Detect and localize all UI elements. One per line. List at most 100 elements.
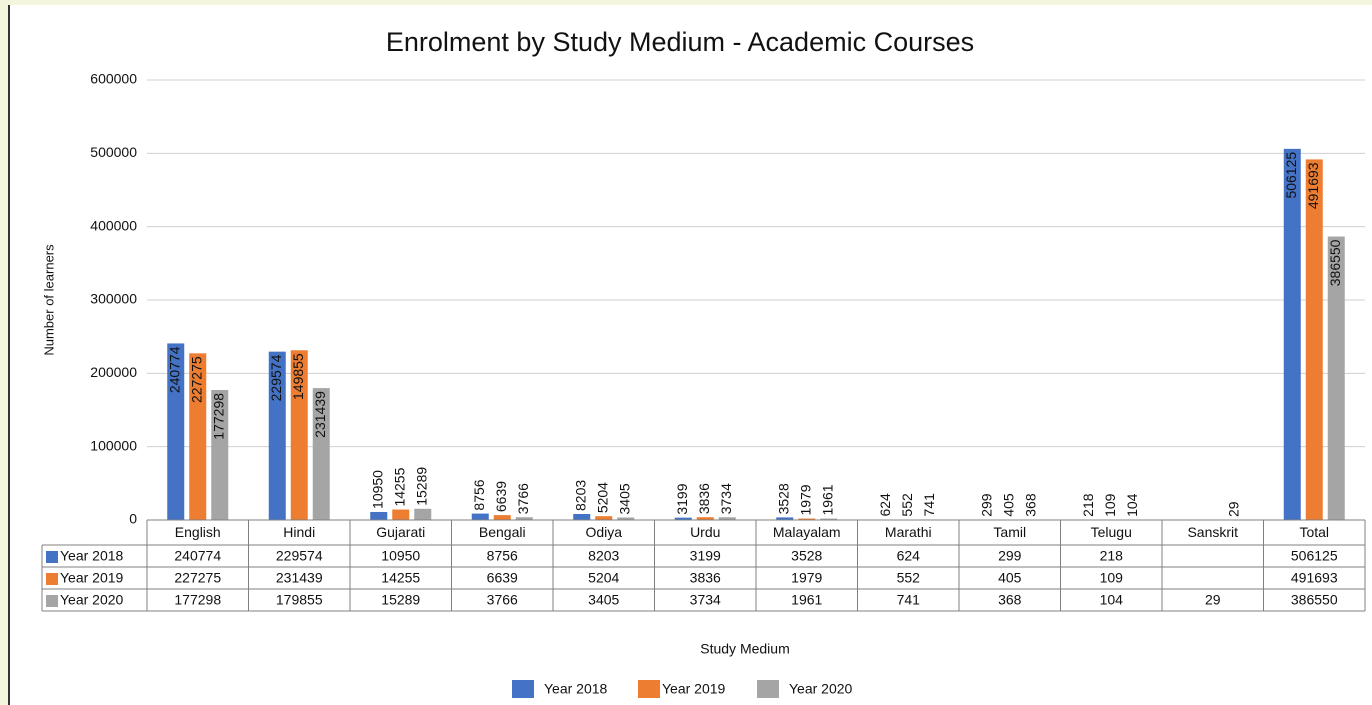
data-label: 3734: [718, 483, 734, 514]
table-cell: 231439: [276, 570, 323, 586]
bar: [312, 388, 330, 520]
table-cell: 229574: [276, 548, 323, 564]
data-label: 624: [877, 493, 893, 517]
data-label: 109: [1102, 493, 1118, 517]
table-cell: 3734: [690, 592, 721, 608]
bar: [414, 508, 432, 520]
table-cell: 506125: [1291, 548, 1338, 564]
legend-key: [638, 680, 660, 698]
table-cell: 8203: [588, 548, 619, 564]
data-label: 15289: [413, 467, 429, 506]
table-cell: 3405: [588, 592, 619, 608]
bar: [1305, 159, 1323, 520]
x-tick-label: Hindi: [283, 524, 315, 540]
data-label: 14255: [391, 467, 407, 506]
data-label: 386550: [1327, 239, 1343, 286]
x-tick-label: English: [175, 524, 221, 540]
table-cell: 15289: [381, 592, 420, 608]
table-legend-key: [46, 573, 58, 585]
legend-label: Year 2019: [662, 681, 726, 697]
y-tick-label: 100000: [90, 437, 137, 453]
data-label: 104: [1124, 493, 1140, 517]
x-axis-title: Study Medium: [700, 641, 789, 657]
table-legend-key: [46, 595, 58, 607]
data-label: 3766: [515, 483, 531, 514]
bar: [493, 515, 511, 520]
table-cell: 10950: [381, 548, 420, 564]
data-label: 227275: [188, 356, 204, 403]
x-tick-label: Gujarati: [376, 524, 425, 540]
bar: [718, 517, 736, 520]
bar: [211, 389, 229, 520]
table-cell: 3766: [487, 592, 518, 608]
table-cell: 3836: [690, 570, 721, 586]
x-tick-label: Telugu: [1091, 524, 1132, 540]
data-label: 8203: [572, 480, 588, 511]
bar: [820, 518, 838, 520]
data-label: 240774: [166, 346, 182, 393]
y-axis-title: Number of learners: [41, 244, 56, 356]
bar: [290, 350, 308, 520]
legend-key: [512, 680, 534, 698]
bar: [1327, 236, 1345, 520]
data-label: 506125: [1283, 152, 1299, 199]
table-cell: 177298: [174, 592, 221, 608]
table-cell: 3199: [690, 548, 721, 564]
bar: [1283, 148, 1301, 520]
table-row-label: Year 2019: [60, 570, 124, 586]
table-cell: 29: [1205, 592, 1221, 608]
y-tick-label: 200000: [90, 364, 137, 380]
chart-panel: [9, 5, 1372, 705]
data-label: 29: [1225, 501, 1241, 517]
table-row-label: Year 2020: [60, 592, 124, 608]
data-label: 405: [1000, 493, 1016, 517]
bar: [617, 517, 635, 520]
data-label: 177298: [210, 393, 226, 440]
bar: [515, 517, 533, 520]
data-label: 149855: [290, 353, 306, 400]
data-label: 3405: [616, 483, 632, 514]
data-label: 3528: [775, 483, 791, 514]
y-tick-label: 600000: [90, 71, 137, 87]
data-label: 5204: [594, 482, 610, 513]
data-label: 741: [921, 493, 937, 517]
table-cell: 109: [1100, 570, 1124, 586]
legend-label: Year 2020: [789, 681, 853, 697]
data-label: 552: [899, 493, 915, 517]
bar: [573, 513, 591, 520]
table-cell: 14255: [381, 570, 420, 586]
bar: [167, 343, 185, 520]
data-label: 491693: [1305, 162, 1321, 209]
bar: [189, 353, 207, 520]
table-cell: 179855: [276, 592, 323, 608]
data-label: 299: [978, 493, 994, 517]
data-label: 10950: [369, 470, 385, 509]
x-tick-label: Total: [1299, 524, 1329, 540]
y-tick-label: 400000: [90, 217, 137, 233]
table-cell: 299: [998, 548, 1022, 564]
data-label: 6639: [493, 481, 509, 512]
bar: [696, 517, 714, 520]
table-cell: 1961: [791, 592, 822, 608]
table-cell: 1979: [791, 570, 822, 586]
x-tick-label: Bengali: [479, 524, 526, 540]
table-row-label: Year 2018: [60, 548, 124, 564]
table-cell: 491693: [1291, 570, 1338, 586]
table-cell: 741: [897, 592, 921, 608]
x-tick-label: Urdu: [690, 524, 720, 540]
bar: [268, 351, 286, 520]
data-label: 218: [1080, 493, 1096, 517]
table-cell: 218: [1100, 548, 1124, 564]
data-label: 1979: [797, 484, 813, 515]
x-tick-label: Malayalam: [773, 524, 841, 540]
table-cell: 368: [998, 592, 1022, 608]
table-cell: 5204: [588, 570, 619, 586]
chart-title: Enrolment by Study Medium - Academic Cou…: [386, 27, 974, 57]
table-cell: 6639: [487, 570, 518, 586]
bar: [798, 518, 816, 520]
x-tick-label: Tamil: [993, 524, 1026, 540]
table-cell: 104: [1100, 592, 1124, 608]
table-cell: 8756: [487, 548, 518, 564]
x-tick-label: Sanskrit: [1187, 524, 1238, 540]
data-label: 368: [1022, 493, 1038, 517]
